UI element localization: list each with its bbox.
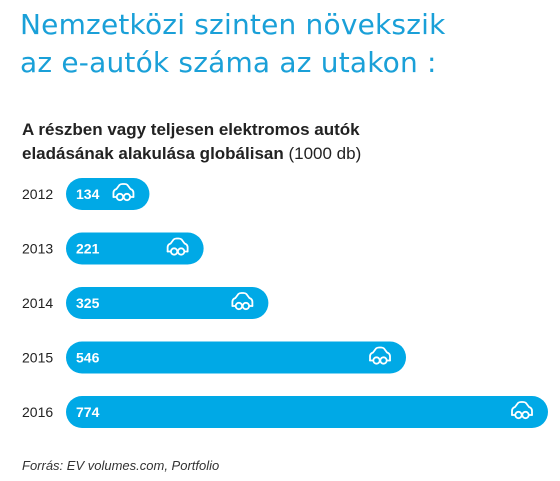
value-label-2014: 325	[76, 295, 100, 311]
headline-line-1: Nemzetközi szinten növekszik	[20, 8, 446, 41]
chart-title-line-1: A részben vagy teljesen elektromos autók	[22, 120, 360, 139]
bar-2013	[66, 232, 204, 265]
bar-2014	[66, 287, 269, 319]
category-label-2013: 2013	[22, 241, 53, 257]
value-label-2013: 221	[76, 241, 100, 257]
category-label-2015: 2015	[22, 350, 53, 366]
bar-row-2013: 2013 221	[22, 232, 204, 265]
category-label-2014: 2014	[22, 295, 53, 311]
car-front-icon	[231, 292, 254, 311]
bar-row-2016: 2016 774	[22, 396, 548, 428]
headline: Nemzetközi szinten növekszik az e-autók …	[20, 6, 550, 82]
value-label-2016: 774	[76, 404, 100, 420]
bar-chart: 2012 134 2013 221 2014 325 2015 546 2016 774	[22, 178, 548, 428]
chart-title-line-2: eladásának alakulása globálisan	[22, 144, 284, 163]
bar-row-2012: 2012 134	[22, 178, 150, 210]
chart-unit: (1000 db)	[288, 144, 362, 163]
category-label-2012: 2012	[22, 186, 53, 202]
value-label-2015: 546	[76, 350, 100, 366]
car-front-icon	[112, 183, 135, 202]
bar-2015	[66, 341, 407, 374]
car-front-icon	[166, 237, 189, 256]
car-front-icon	[369, 346, 391, 365]
bar-2016	[66, 396, 548, 428]
source-note: Forrás: EV volumes.com, Portfolio	[22, 458, 220, 473]
bar-row-2015: 2015 546	[22, 341, 407, 374]
value-label-2012: 134	[76, 186, 100, 202]
category-label-2016: 2016	[22, 404, 53, 420]
bar-row-2014: 2014 325	[22, 287, 269, 319]
car-front-icon	[511, 401, 533, 420]
chart-title: A részben vagy teljesen elektromos autók…	[22, 118, 542, 166]
headline-line-2: az e-autók száma az utakon :	[20, 46, 437, 79]
